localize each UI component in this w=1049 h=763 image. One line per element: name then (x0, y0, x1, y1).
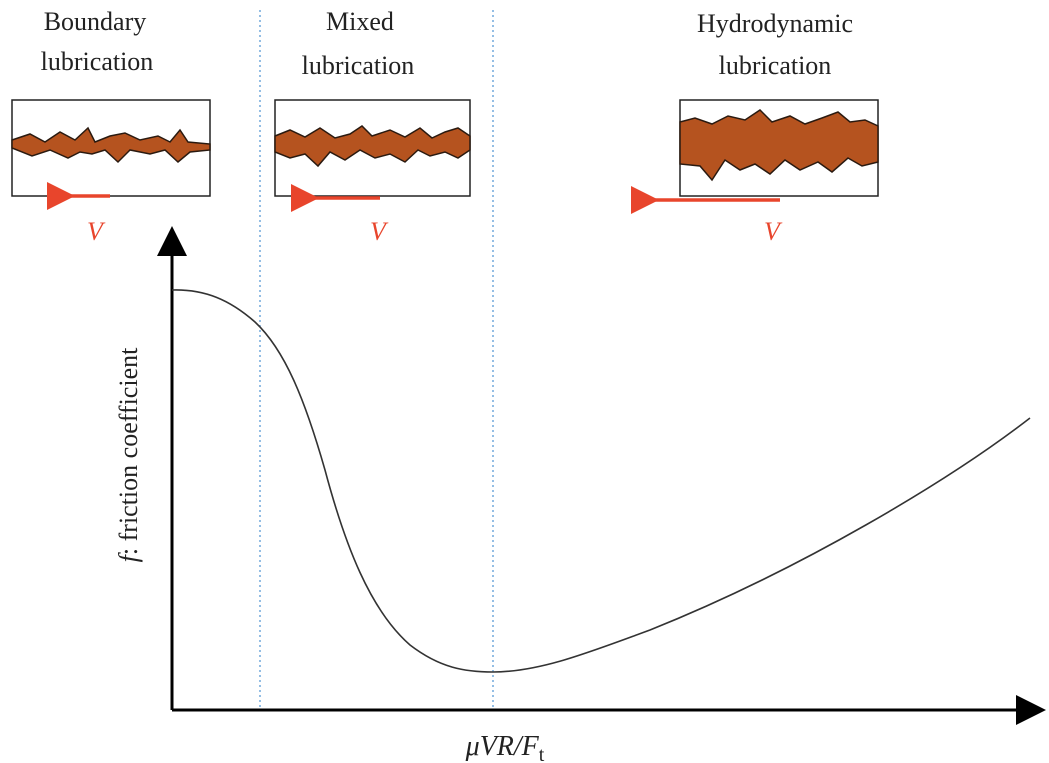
x-axis-subscript: t (539, 744, 545, 763)
x-axis-main: μVR/F (465, 731, 540, 762)
x-axis-label: μVR/Ft (465, 731, 545, 763)
region-title: lubrication (41, 47, 154, 76)
region-title: Hydrodynamic (697, 9, 853, 38)
velocity-label: V (87, 217, 106, 246)
velocity-label: V (764, 217, 783, 246)
velocity-label: V (370, 217, 389, 246)
rough-surface (679, 109, 879, 182)
friction-curve (171, 289, 1031, 673)
region-title: Boundary (44, 7, 147, 36)
region-title: lubrication (719, 51, 832, 80)
y-axis-symbol: f (114, 551, 143, 562)
rough-surface (274, 125, 471, 168)
rough-surface (11, 126, 211, 164)
region-title: Mixed (326, 7, 394, 36)
y-axis-text: : friction coefficient (114, 347, 143, 555)
y-axis-label: f: friction coefficient (114, 347, 143, 562)
region-title: lubrication (302, 51, 415, 80)
